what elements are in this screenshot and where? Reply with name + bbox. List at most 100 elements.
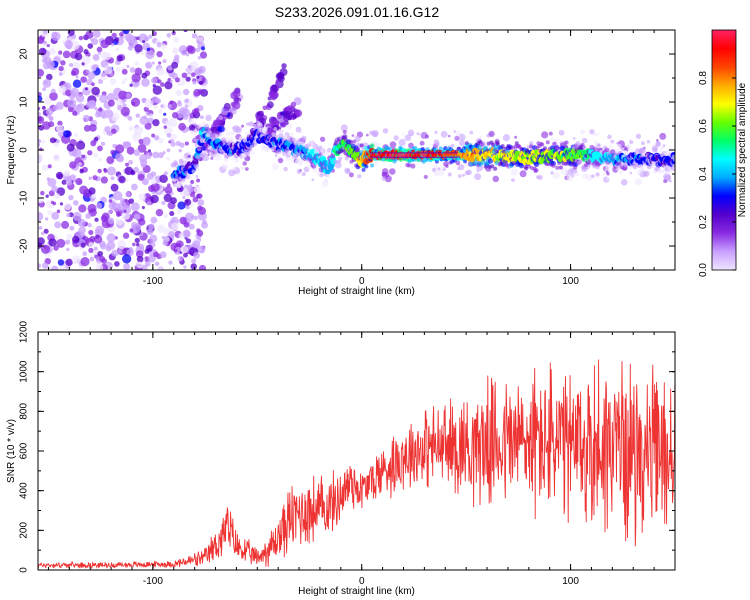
heatmap-cell [178,148,182,153]
heatmap-cell [145,244,153,252]
heatmap-cell [138,218,146,226]
heatmap-cell [171,112,179,119]
heatmap-cell [197,199,205,206]
heatmap-ridge-cell [604,147,610,153]
line-y-tick-label: 200 [19,522,30,539]
heatmap-cell [148,254,156,263]
heatmap-cell [175,89,183,97]
heatmap-cell [169,79,173,84]
colorbar-tick-label: 0.8 [698,71,709,85]
heatmap-ridge-cell [319,173,324,178]
heatmap-cell [121,80,126,85]
heatmap-cell [166,156,171,161]
heatmap-cell [185,238,192,244]
heatmap-cell [54,221,62,229]
heatmap-cell [59,202,64,206]
heatmap-cell [170,72,178,80]
heatmap-cell [354,135,361,142]
heatmap-ridge-cell [518,163,525,169]
heatmap-cell [111,43,115,47]
heatmap-cell [159,251,167,259]
heatmap-cell [183,265,187,269]
heatmap-cell [144,122,152,130]
line-y-tick-label: 1000 [19,360,30,383]
heatmap-ridge-cell [312,168,317,173]
heatmap-cell [164,126,173,136]
heatmap-cell [93,136,99,142]
heatmap-cell [210,126,218,134]
heatmap-cell [78,35,84,41]
heatmap-cell [72,79,82,88]
heatmap-cell [536,175,540,180]
heatmap-cell [100,242,107,250]
heatmap-cell [122,232,130,239]
heatmap-cell [158,61,162,65]
heatmap-cell [195,47,201,53]
heatmap-cell [184,212,195,222]
heatmap-cell [125,141,132,148]
heatmap-cell [172,47,179,54]
heatmap-cell [233,100,239,106]
heatmap-cell [100,176,109,184]
heatmap-cell [171,30,176,36]
heatmap-cell [118,175,126,184]
heatmap-cell [148,223,155,230]
heatmap-cell [38,68,45,77]
heatmap-cell [162,239,169,246]
heatmap-cell [106,166,116,176]
heatmap-cell [101,72,106,78]
heatmap-cell [145,61,153,69]
heatmap-cell [51,211,60,220]
heatmap-cell [197,56,202,60]
heatmap-ridge-cell [324,178,329,183]
heatmap-cell [184,141,189,146]
heatmap-cell [44,97,52,105]
heatmap-cell [155,97,161,104]
colorbar-tick-label: 0.0 [698,263,709,277]
heatmap-ridge-cell [575,141,580,146]
heatmap-cell [100,39,110,49]
heatmap-cell [87,43,94,49]
heatmap-cell [171,222,179,231]
heatmap-cell [110,176,115,181]
heatmap-cell [111,203,116,208]
line-x-label: Height of straight line (km) [298,586,415,597]
heatmap-cell [541,131,549,139]
heatmap-cell [49,92,58,101]
heatmap-cell [138,33,148,43]
heatmap-cell [65,258,73,266]
heatmap-cell [91,64,97,71]
colorbar-tick-label: 0.6 [698,119,709,133]
heatmap-cell [581,137,588,144]
heatmap-cell [311,178,315,182]
heatmap-cell [366,133,369,137]
heatmap-cell [296,169,302,175]
heatmap-cell [128,159,134,165]
heatmap-cell [232,126,236,130]
heatmap-cell [94,217,99,222]
heatmap-cell [88,247,94,254]
heatmap-cell [656,139,659,142]
heatmap-cell [453,130,457,133]
heatmap-cell [177,201,186,210]
heatmap-cell [301,172,306,177]
heatmap-ridge-cell [182,155,187,160]
heatmap-cell [372,131,378,137]
heatmap-cell [103,168,108,173]
heatmap-cell [216,126,222,132]
heatmap-cell [100,215,108,223]
heatmap-cell [148,34,153,39]
heatmap-cell [458,139,466,147]
heatmap-cell [242,161,247,166]
heatmap-cell [55,139,60,144]
heatmap-cell [286,123,293,130]
colorbar-rect [711,29,737,271]
heatmap-ridge-cell [320,148,325,153]
heatmap-cell [117,249,122,254]
heatmap-cell [142,40,146,44]
heatmap-ridge-cell [276,148,282,155]
heatmap-ridge-cell [608,144,613,149]
heatmap-cell [291,113,297,119]
heatmap-cell [232,89,241,98]
heatmap-cell [84,87,88,91]
